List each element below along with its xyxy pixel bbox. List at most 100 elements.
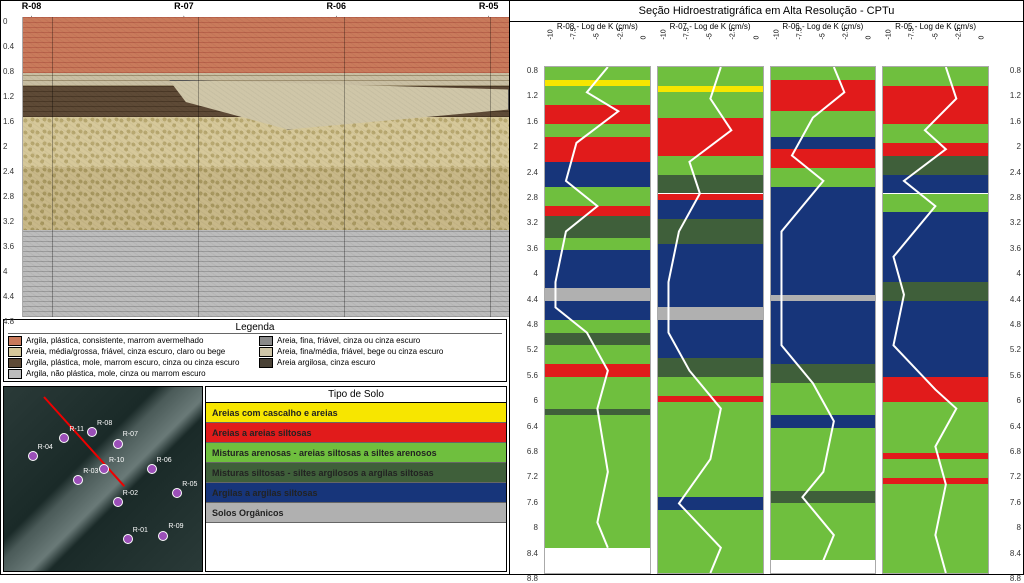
depth-tick: 7.6 xyxy=(1010,498,1021,507)
x-tick: 0 xyxy=(753,30,760,40)
log-tracks xyxy=(540,66,993,574)
legend-text: Areia argilosa, cinza escuro xyxy=(277,359,375,368)
map-point-label: R-02 xyxy=(123,490,138,497)
x-tick: -10 xyxy=(660,30,667,40)
legend-swatch xyxy=(8,369,22,379)
x-tick: -10 xyxy=(773,30,780,40)
legend-item: Argila, não plástica, mole, cinza ou mar… xyxy=(8,369,251,379)
depth-tick: 2.4 xyxy=(527,168,538,177)
depth-tick: 6 xyxy=(1017,396,1021,405)
legend-text: Argila, plástica, mole, marrom escuro, c… xyxy=(26,359,239,368)
borehole-label: R-08 xyxy=(16,1,46,11)
map-point-label: R-11 xyxy=(69,426,84,433)
map-point xyxy=(113,439,123,449)
legend-text: Areia, fina, friável, cinza ou cinza esc… xyxy=(277,337,420,346)
depth-tick: 0 xyxy=(3,17,7,26)
stratum xyxy=(23,167,509,230)
depth-tick: 2.4 xyxy=(3,167,14,176)
depth-tick: 3.6 xyxy=(527,244,538,253)
x-tick: -5 xyxy=(707,30,714,40)
legend-text: Areia, média/grossa, friável, cinza escu… xyxy=(26,348,225,357)
depth-tick: 2.8 xyxy=(1010,193,1021,202)
map-point-label: R-08 xyxy=(97,420,112,427)
log-header: R-07 - Log de K (cm/s)-10-7.5-5-2.50 xyxy=(657,22,764,66)
legend-box: Legenda Argila, plástica, consistente, m… xyxy=(3,319,507,382)
depth-tick: 0.4 xyxy=(3,42,14,51)
depth-tick: 1.6 xyxy=(1010,117,1021,126)
log-k-curve xyxy=(883,67,988,573)
map-point xyxy=(172,488,182,498)
stratum xyxy=(23,117,509,167)
map-point xyxy=(28,451,38,461)
log-body: 0.81.21.622.42.83.23.644.44.85.25.666.46… xyxy=(510,66,1023,574)
legend-title: Legenda xyxy=(8,322,502,334)
soil-type-row: Misturas arenosas - areias siltosas a si… xyxy=(206,443,506,463)
depth-tick: 4.8 xyxy=(527,320,538,329)
depth-tick: 5.6 xyxy=(1010,371,1021,380)
depth-tick: 1.2 xyxy=(3,92,14,101)
depth-tick: 6 xyxy=(534,396,538,405)
map-point-label: R-05 xyxy=(182,481,197,488)
legend-swatch xyxy=(8,358,22,368)
right-title: Seção Hidroestratigráfica em Alta Resolu… xyxy=(510,1,1023,22)
log-headers: R-08 - Log de K (cm/s)-10-7.5-5-2.50R-07… xyxy=(510,22,1023,66)
depth-tick: 6.8 xyxy=(1010,447,1021,456)
map-point-label: R-03 xyxy=(83,468,98,475)
stratum xyxy=(23,17,509,73)
map-point-label: R-04 xyxy=(38,444,53,451)
map-point-label: R-09 xyxy=(168,523,183,530)
x-tick: -7.5 xyxy=(909,30,916,40)
map-point xyxy=(99,464,109,474)
log-k-curve xyxy=(545,67,650,573)
legend-item: Areia, fina/média, friável, bege ou cinz… xyxy=(259,347,502,357)
depth-tick: 3.2 xyxy=(3,217,14,226)
borehole-trace xyxy=(344,17,345,317)
soil-type-row: Areias com cascalho e areias xyxy=(206,403,506,423)
borehole-label: R-07 xyxy=(169,1,199,11)
soil-type-label: Misturas arenosas - areias siltosas a si… xyxy=(206,448,443,458)
depth-tick: 8 xyxy=(1017,523,1021,532)
depth-tick: 2.4 xyxy=(1010,168,1021,177)
soil-type-box: Tipo de Solo Areias com cascalho e areia… xyxy=(205,386,507,572)
depth-tick: 5.2 xyxy=(527,345,538,354)
x-tick: -2.5 xyxy=(955,30,962,40)
depth-tick: 2 xyxy=(1017,142,1021,151)
x-tick: -2.5 xyxy=(843,30,850,40)
x-tick: -5 xyxy=(594,30,601,40)
legend-swatch xyxy=(259,358,273,368)
site-map: R-04R-11R-08R-07R-03R-10R-06R-02R-05R-01… xyxy=(3,386,203,572)
x-tick: -2.5 xyxy=(617,30,624,40)
map-point xyxy=(158,531,168,541)
xsec-plot xyxy=(23,17,509,317)
depth-tick: 8.8 xyxy=(527,574,538,583)
map-point xyxy=(73,475,83,485)
legend-item: Areia, média/grossa, friável, cinza escu… xyxy=(8,347,251,357)
map-point xyxy=(59,433,69,443)
log-track xyxy=(657,66,764,574)
log-track xyxy=(882,66,989,574)
map-point xyxy=(87,427,97,437)
log-k-curve xyxy=(658,67,763,573)
depth-tick: 4.4 xyxy=(3,292,14,301)
stratum xyxy=(23,230,509,318)
depth-tick: 3.6 xyxy=(1010,244,1021,253)
x-tick: 0 xyxy=(979,30,986,40)
depth-axis-left: 00.40.81.21.622.42.83.23.644.44.8 xyxy=(1,17,23,317)
soil-type-label: Solos Orgânicos xyxy=(206,508,290,518)
depth-tick: 6.4 xyxy=(527,422,538,431)
xsec-header: R-08✦R-07✦R-06✦R-05✦ xyxy=(1,1,509,17)
depth-tick: 5.6 xyxy=(527,371,538,380)
depth-tick: 3.6 xyxy=(3,242,14,251)
legend-text: Areia, fina/média, friável, bege ou cinz… xyxy=(277,348,443,357)
soil-type-label: Areias a areias siltosas xyxy=(206,428,318,438)
legend-swatch xyxy=(8,336,22,346)
x-tick: -10 xyxy=(886,30,893,40)
borehole-label: R-05 xyxy=(474,1,504,11)
depth-tick: 5.2 xyxy=(1010,345,1021,354)
soil-type-label: Areias com cascalho e areias xyxy=(206,408,344,418)
soil-rows: Areias com cascalho e areias Areias a are… xyxy=(206,403,506,523)
legend-item: Argila, plástica, consistente, marrom av… xyxy=(8,336,251,346)
depth-tick: 2 xyxy=(3,142,7,151)
x-tick: -5 xyxy=(932,30,939,40)
depth-tick: 4.4 xyxy=(527,295,538,304)
